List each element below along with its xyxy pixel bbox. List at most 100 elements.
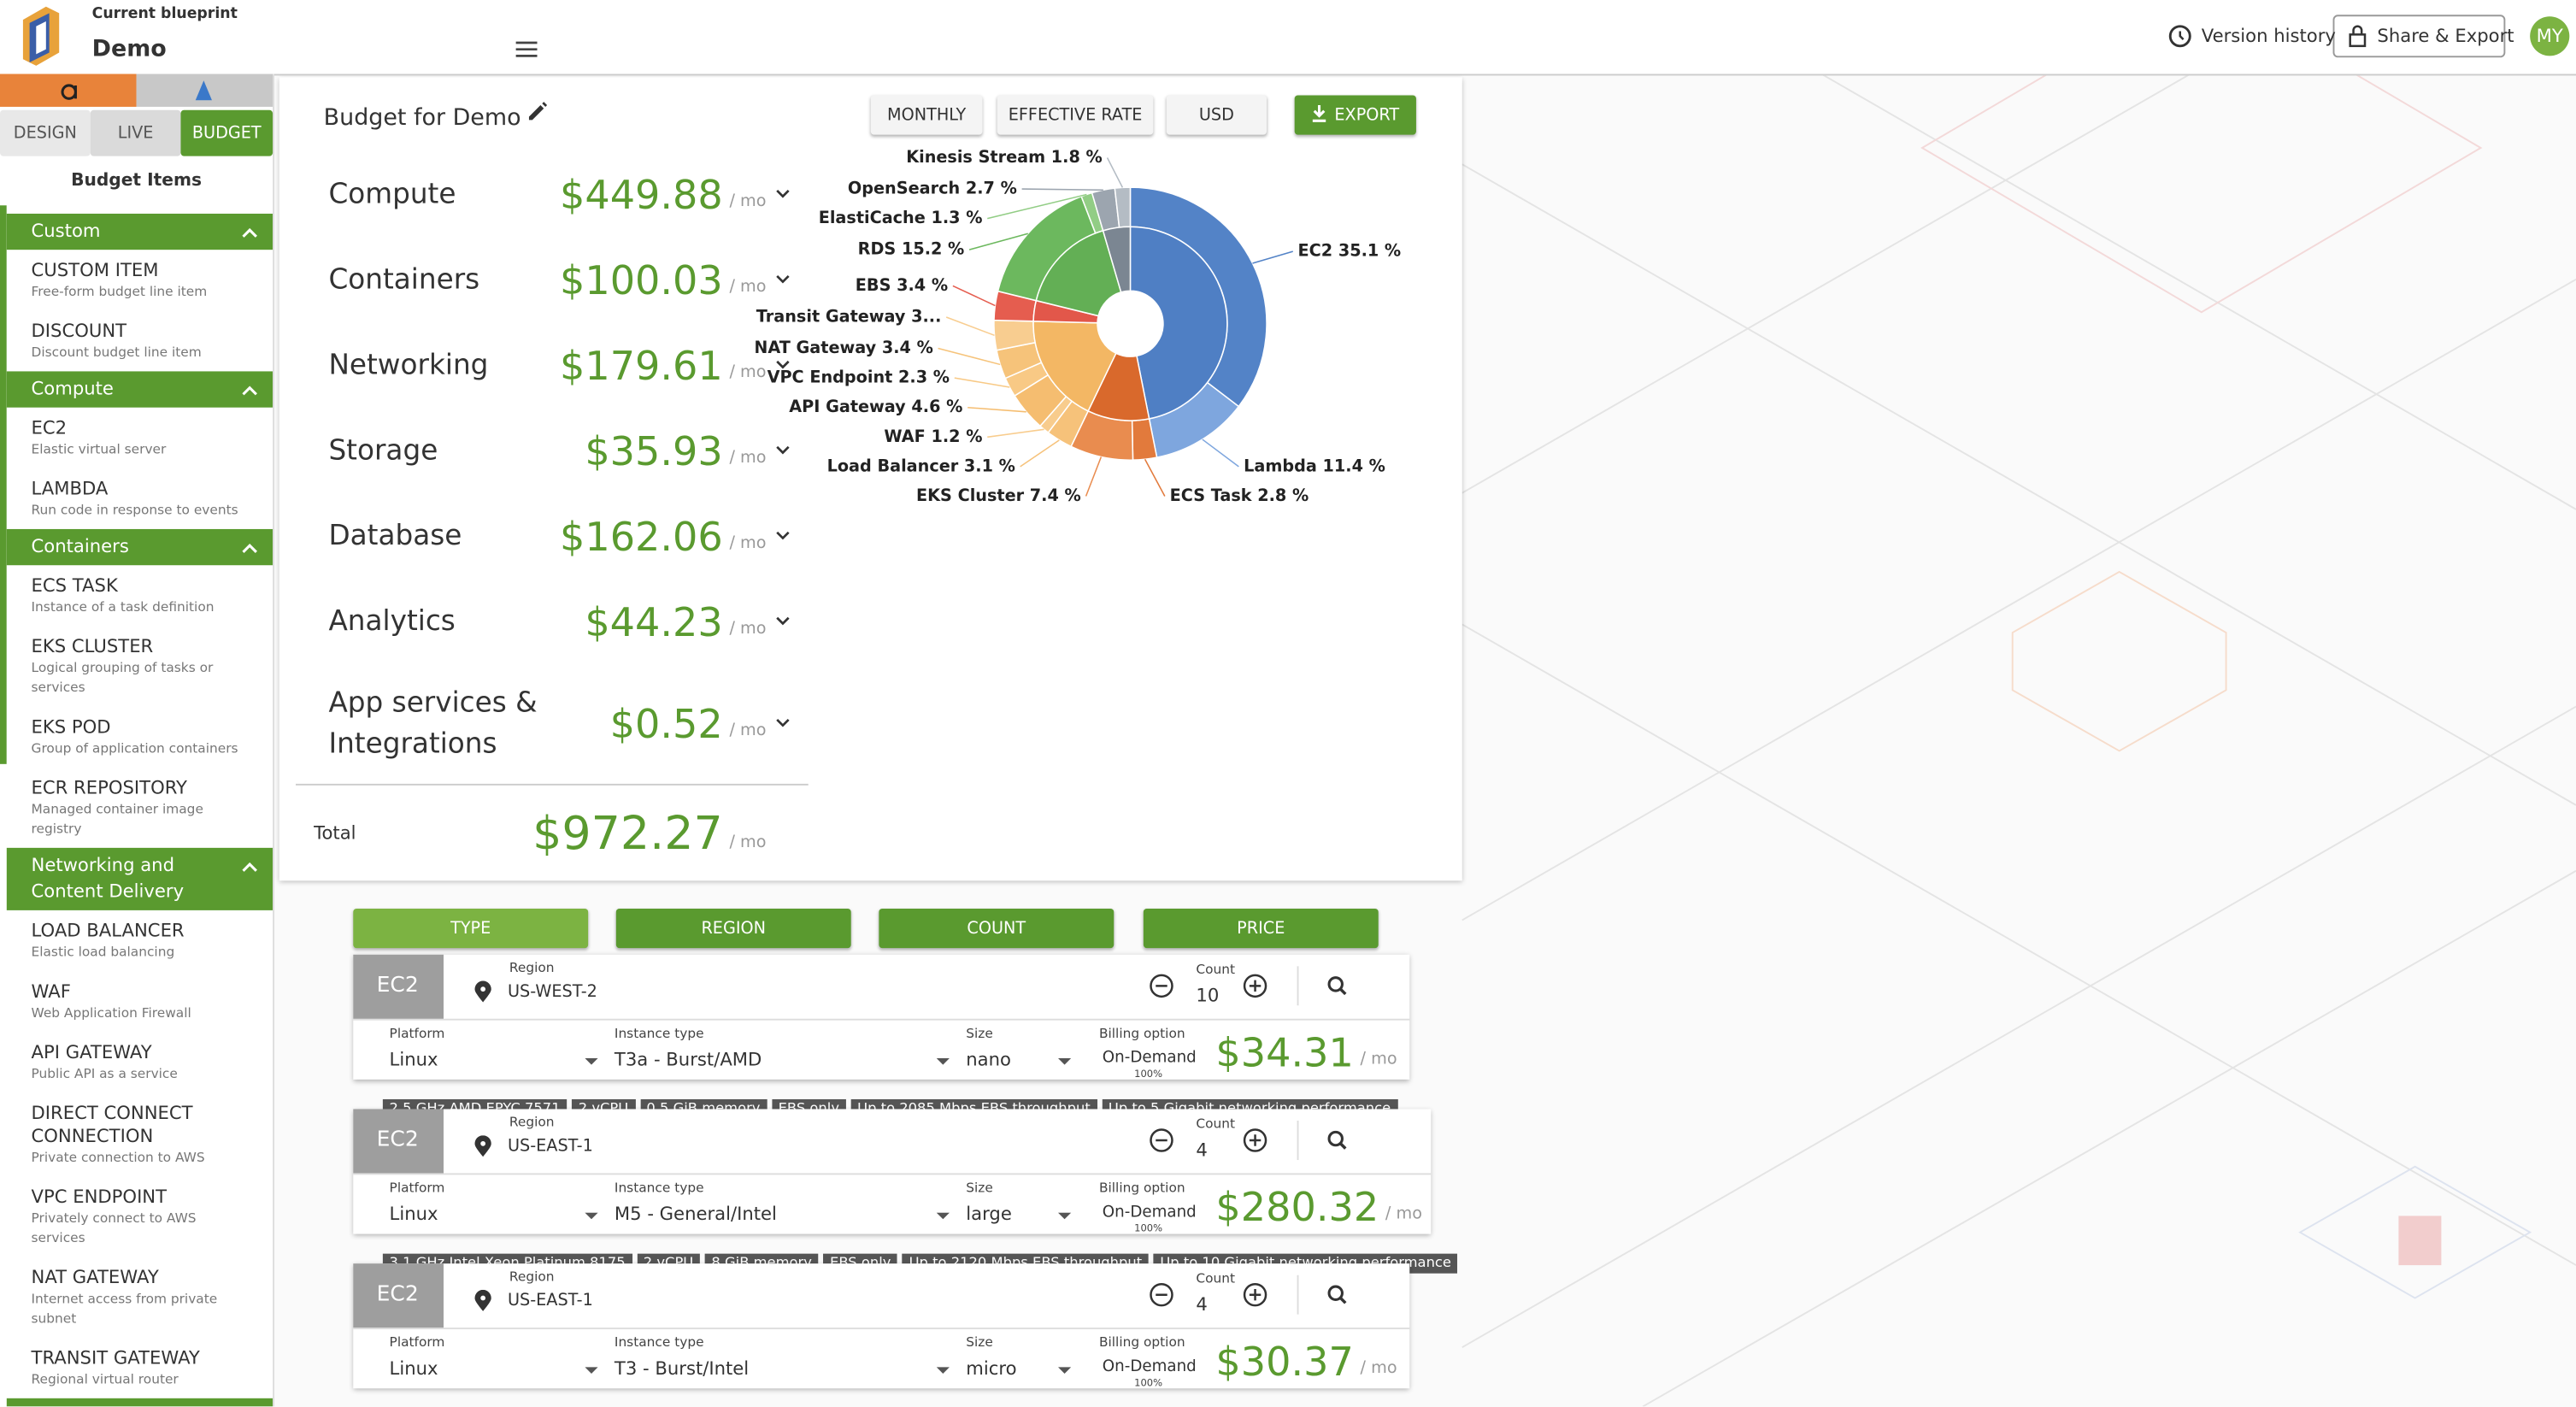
- expand-icon[interactable]: [775, 445, 790, 456]
- share-export[interactable]: Share & Export: [2377, 25, 2514, 47]
- slice-label: API Gateway 4.6 %: [789, 397, 962, 416]
- count-controls[interactable]: [1145, 966, 1359, 1006]
- type-box: [353, 954, 444, 1019]
- budget-item[interactable]: VPC ENDPOINT Privately connect to AWS ser…: [7, 1176, 273, 1257]
- resource-type: EC2: [376, 1282, 419, 1308]
- budget-item[interactable]: WAF Web Application Firewall: [7, 971, 273, 1032]
- slice-label: NAT Gateway 3.4 %: [756, 338, 933, 357]
- select-value[interactable]: M5 - General/Intel: [614, 1204, 777, 1226]
- sidebar-tab[interactable]: BUDGET: [180, 109, 273, 156]
- select-value[interactable]: T3a - Burst/AMD: [614, 1049, 762, 1071]
- item-description: Instance of a task definition: [31, 599, 215, 615]
- plus-sign: [1249, 1288, 1262, 1301]
- pin-icon: [474, 1135, 491, 1157]
- item-name: EC2: [31, 417, 68, 439]
- provider-aws[interactable]: [0, 74, 137, 107]
- minus-button: [1150, 1282, 1173, 1307]
- section-header[interactable]: Compute: [6, 371, 273, 408]
- section-header[interactable]: Containers: [6, 528, 273, 566]
- avatar[interactable]: [2530, 16, 2570, 56]
- select-value[interactable]: Linux: [389, 1049, 438, 1071]
- search-handle: [1339, 987, 1347, 996]
- budget-item[interactable]: EKS POD Group of application containers: [7, 707, 273, 768]
- card-divider: [353, 1328, 1410, 1330]
- item-name: VPC ENDPOINT: [31, 1186, 168, 1208]
- slice-label: WAF 1.2 %: [884, 427, 982, 446]
- caret: [1057, 1057, 1072, 1065]
- category-name: Networking: [328, 349, 489, 382]
- budget-item[interactable]: DIRECT CONNECT CONNECTION Private connect…: [7, 1092, 273, 1176]
- budget-item[interactable]: ECS TASK Instance of a task definition: [7, 565, 273, 626]
- card-icons: [474, 980, 491, 1003]
- budget-item[interactable]: CUSTOM ITEM Free-form budget line item: [7, 250, 273, 310]
- select-value[interactable]: Linux: [389, 1204, 438, 1226]
- section-header[interactable]: Networking and Content Delivery: [6, 847, 273, 910]
- sidebar-stripe: [0, 205, 7, 764]
- menu-icon[interactable]: [515, 41, 538, 57]
- section-header[interactable]: Custom: [6, 213, 273, 250]
- toggle-button[interactable]: MONTHLY: [870, 95, 983, 135]
- chevron: [776, 274, 790, 284]
- item-name: ECS TASK: [31, 574, 118, 597]
- count-controls[interactable]: [1145, 1275, 1359, 1315]
- category-amount: $162.06: [559, 514, 723, 561]
- sidebar-tab[interactable]: DESIGN: [0, 109, 91, 156]
- expand-icon[interactable]: [775, 274, 790, 285]
- category-amount: $449.88: [559, 172, 723, 219]
- sidebar-tab[interactable]: LIVE: [90, 109, 181, 156]
- budget-item[interactable]: ECR REPOSITORY Managed container image re…: [7, 768, 273, 848]
- field-label: Count: [1196, 1116, 1236, 1132]
- version-history[interactable]: Version history: [2201, 25, 2336, 47]
- filter-button[interactable]: REGION: [615, 908, 851, 949]
- expand-icon[interactable]: [775, 189, 790, 199]
- expand-icon[interactable]: [775, 718, 790, 728]
- budget-item[interactable]: API GATEWAY Public API as a service: [7, 1032, 273, 1092]
- filter-button[interactable]: PRICE: [1143, 908, 1379, 949]
- leader-line: [1252, 250, 1293, 264]
- pin-icon: [474, 1289, 491, 1311]
- select-value[interactable]: nano: [966, 1049, 1011, 1071]
- budget-item[interactable]: DISCOUNT Discount budget line item: [7, 310, 273, 371]
- expand-icon[interactable]: [775, 360, 790, 370]
- section-header[interactable]: Storage: [6, 1398, 273, 1407]
- filter-button[interactable]: TYPE: [353, 908, 589, 949]
- select-value[interactable]: micro: [966, 1357, 1017, 1380]
- dropdown-caret: [1057, 1212, 1072, 1220]
- item-description: Group of application containers: [31, 740, 238, 756]
- toggle-button[interactable]: USD: [1166, 95, 1267, 135]
- resource-type: EC2: [376, 973, 419, 998]
- leader-line: [1144, 458, 1166, 497]
- search-button: [1327, 976, 1344, 992]
- aws-logo: [61, 84, 77, 100]
- leader-line: [1202, 439, 1239, 468]
- plus-button: [1243, 1282, 1267, 1307]
- count-controls[interactable]: [1145, 1120, 1359, 1161]
- item-description: Discount budget line item: [31, 344, 202, 360]
- budget-item[interactable]: TRANSIT GATEWAY Regional virtual router: [7, 1338, 273, 1398]
- chevron: [242, 543, 257, 553]
- export-button[interactable]: EXPORT: [1294, 95, 1416, 135]
- toggle-button[interactable]: EFFECTIVE RATE: [997, 95, 1154, 135]
- collapse-icon: [242, 227, 257, 238]
- logo: [22, 6, 60, 66]
- budget-item[interactable]: NAT GATEWAY Internet access from private …: [7, 1257, 273, 1337]
- slice-label: ElastiCache 1.3 %: [819, 208, 983, 227]
- budget-item[interactable]: EKS CLUSTER Logical grouping of tasks or …: [7, 626, 273, 706]
- sidebar-heading: Budget Items: [71, 170, 202, 191]
- share-button[interactable]: [2332, 15, 2506, 58]
- budget-item[interactable]: LAMBDA Run code in response to events: [7, 468, 273, 529]
- edit-icon[interactable]: [526, 100, 549, 123]
- filter-button[interactable]: COUNT: [879, 908, 1115, 949]
- slice-label: RDS 15.2 %: [858, 239, 965, 259]
- type-box: [353, 1263, 444, 1328]
- select-value[interactable]: large: [966, 1204, 1012, 1226]
- select-value[interactable]: Linux: [389, 1357, 438, 1380]
- minus-button: [1150, 974, 1173, 998]
- header: [0, 0, 2576, 76]
- expand-icon[interactable]: [775, 616, 790, 627]
- expand-icon[interactable]: [775, 531, 790, 541]
- select-value[interactable]: T3 - Burst/Intel: [614, 1357, 750, 1380]
- unit: / mo: [729, 363, 767, 382]
- budget-item[interactable]: LOAD BALANCER Elastic load balancing: [7, 910, 273, 971]
- budget-item[interactable]: EC2 Elastic virtual server: [7, 408, 273, 468]
